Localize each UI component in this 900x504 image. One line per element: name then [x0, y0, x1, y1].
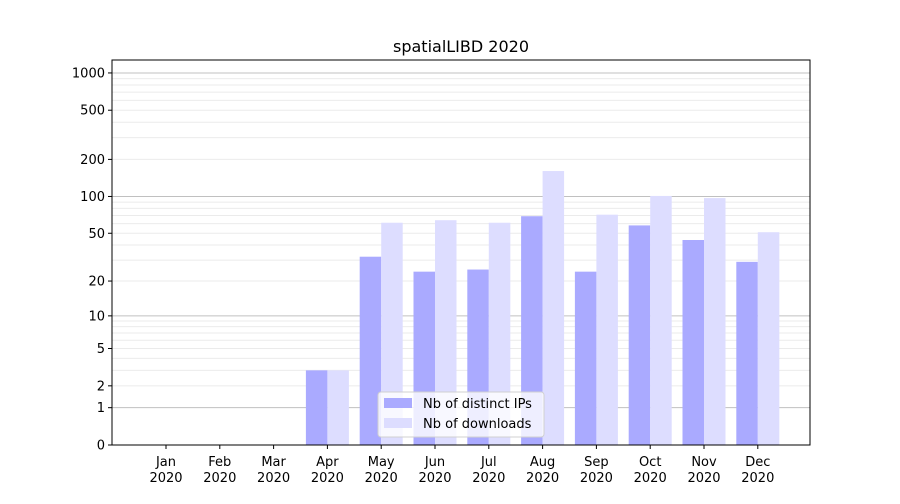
x-tick-label: 2020: [741, 471, 774, 486]
legend-swatch: [384, 398, 412, 408]
y-tick-label: 100: [80, 190, 105, 205]
x-tick-label: 2020: [149, 471, 182, 486]
x-tick-label: Feb: [208, 455, 231, 470]
x-tick-label: 2020: [472, 471, 505, 486]
bar-downloads: [435, 220, 457, 445]
bar-downloads: [596, 214, 618, 445]
x-tick-label: Dec: [745, 455, 770, 470]
y-tick-label: 1000: [72, 66, 105, 81]
y-tick-label: 0: [97, 439, 105, 454]
y-tick-label: 5: [97, 342, 105, 357]
bar-ips: [521, 216, 543, 445]
x-tick-label: 2020: [580, 471, 613, 486]
bar-downloads: [757, 232, 780, 445]
bar-ips: [682, 240, 704, 445]
x-tick-label: 2020: [526, 471, 559, 486]
x-tick-label: 2020: [418, 471, 451, 486]
plot-frame: [111, 59, 811, 446]
y-tick-label: 500: [80, 104, 105, 119]
x-tick-label: Oct: [639, 455, 661, 470]
x-tick-label: 2020: [365, 471, 398, 486]
x-tick-label: 2020: [634, 471, 667, 486]
x-tick-label: Sep: [584, 455, 609, 470]
bar-ips: [736, 261, 758, 445]
y-tick-label: 20: [88, 275, 105, 290]
bar-downloads: [327, 370, 349, 445]
x-tick-label: May: [368, 455, 395, 470]
bar-downloads: [704, 198, 726, 445]
legend: Nb of distinct IPs Nb of downloads: [377, 391, 545, 438]
x-tick-label: Jan: [155, 455, 176, 470]
x-tick-label: 2020: [311, 471, 344, 486]
x-tick-label: Mar: [261, 455, 286, 470]
bar-ips: [628, 225, 651, 445]
x-tick-label: Aug: [530, 455, 555, 470]
bar-downloads: [542, 171, 565, 445]
x-tick-label: Apr: [316, 455, 339, 470]
legend-box: [377, 391, 545, 438]
legend-label: Nb of distinct IPs: [423, 397, 532, 412]
x-tick-label: Nov: [691, 455, 717, 470]
bar-ips: [574, 271, 597, 445]
x-tick-label: Jun: [424, 455, 445, 470]
y-tick-label: 1: [97, 401, 105, 416]
y-tick-label: 200: [80, 153, 105, 168]
bar-downloads: [488, 222, 511, 445]
bar-downloads: [381, 222, 403, 445]
bar-downloads: [650, 195, 672, 445]
y-tick-label: 10: [88, 309, 105, 324]
legend-swatch: [384, 418, 412, 428]
x-tick-label: 2020: [203, 471, 236, 486]
chart-title: spatialLIBD 2020: [393, 37, 529, 56]
legend-label: Nb of downloads: [423, 417, 532, 432]
y-tick-label: 2: [97, 379, 105, 394]
x-tick-label: 2020: [257, 471, 290, 486]
bar-ips: [305, 370, 328, 445]
bar-ips: [359, 256, 382, 445]
x-tick-label: 2020: [687, 471, 720, 486]
x-tick-label: Jul: [480, 455, 497, 470]
y-tick-label: 50: [88, 227, 105, 242]
